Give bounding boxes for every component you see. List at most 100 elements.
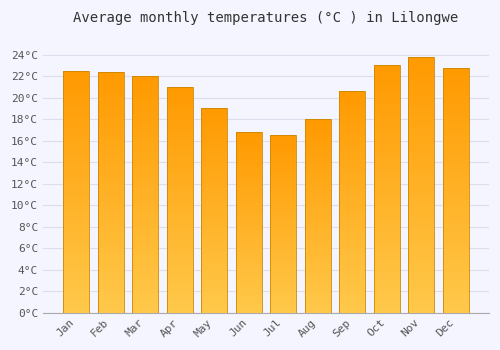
Bar xyxy=(374,266,400,268)
Bar xyxy=(270,219,296,220)
Bar xyxy=(98,86,124,89)
Bar xyxy=(201,155,227,158)
Bar xyxy=(236,273,262,275)
Bar xyxy=(408,190,434,193)
Bar xyxy=(304,233,330,235)
Bar xyxy=(408,105,434,108)
Bar xyxy=(270,272,296,274)
Bar xyxy=(63,168,89,170)
Bar xyxy=(374,268,400,271)
Bar xyxy=(270,180,296,181)
Bar xyxy=(236,293,262,295)
Bar xyxy=(304,172,330,173)
Bar xyxy=(270,160,296,162)
Bar xyxy=(63,71,89,313)
Bar xyxy=(442,158,468,161)
Bar xyxy=(270,185,296,187)
Bar xyxy=(374,246,400,248)
Bar xyxy=(339,240,365,242)
Bar xyxy=(132,175,158,178)
Bar xyxy=(201,127,227,129)
Bar xyxy=(98,265,124,267)
Bar xyxy=(132,258,158,261)
Bar xyxy=(166,159,192,161)
Bar xyxy=(442,188,468,190)
Bar xyxy=(63,83,89,85)
Bar xyxy=(270,226,296,228)
Bar xyxy=(408,67,434,70)
Bar xyxy=(408,256,434,259)
Bar xyxy=(374,68,400,70)
Bar xyxy=(132,76,158,78)
Bar xyxy=(166,258,192,261)
Bar xyxy=(339,153,365,155)
Bar xyxy=(304,216,330,218)
Bar xyxy=(98,211,124,214)
Bar xyxy=(63,245,89,247)
Bar xyxy=(132,145,158,147)
Bar xyxy=(339,226,365,229)
Bar xyxy=(166,182,192,184)
Bar xyxy=(201,188,227,190)
Bar xyxy=(339,233,365,235)
Bar xyxy=(408,123,434,126)
Bar xyxy=(304,214,330,216)
Bar xyxy=(201,153,227,155)
Bar xyxy=(98,84,124,86)
Bar xyxy=(236,239,262,240)
Bar xyxy=(304,195,330,197)
Bar xyxy=(408,64,434,67)
Bar xyxy=(408,305,434,308)
Bar xyxy=(166,245,192,247)
Bar xyxy=(201,170,227,172)
Bar xyxy=(201,298,227,300)
Bar xyxy=(270,158,296,160)
Bar xyxy=(374,295,400,298)
Bar xyxy=(270,297,296,299)
Bar xyxy=(201,264,227,266)
Bar xyxy=(304,160,330,162)
Bar xyxy=(201,223,227,225)
Bar xyxy=(236,300,262,302)
Bar xyxy=(374,209,400,211)
Bar xyxy=(442,77,468,80)
Bar xyxy=(63,163,89,165)
Bar xyxy=(201,215,227,217)
Bar xyxy=(442,68,468,70)
Bar xyxy=(304,212,330,214)
Bar xyxy=(270,275,296,277)
Bar xyxy=(304,272,330,274)
Bar xyxy=(304,291,330,293)
Bar xyxy=(201,282,227,284)
Bar xyxy=(236,141,262,143)
Bar xyxy=(339,306,365,308)
Bar xyxy=(236,170,262,172)
Bar xyxy=(98,257,124,260)
Bar xyxy=(408,70,434,72)
Bar xyxy=(442,215,468,217)
Bar xyxy=(132,112,158,114)
Bar xyxy=(63,90,89,93)
Bar xyxy=(63,230,89,233)
Bar xyxy=(236,233,262,235)
Bar xyxy=(98,207,124,209)
Bar xyxy=(63,136,89,139)
Bar xyxy=(408,269,434,272)
Bar xyxy=(442,310,468,313)
Bar xyxy=(63,274,89,276)
Bar xyxy=(374,103,400,105)
Bar xyxy=(166,290,192,292)
Bar xyxy=(63,117,89,119)
Bar xyxy=(270,148,296,149)
Bar xyxy=(236,203,262,204)
Bar xyxy=(304,119,330,121)
Bar xyxy=(63,184,89,187)
Bar xyxy=(98,252,124,255)
Bar xyxy=(270,139,296,141)
Bar xyxy=(374,280,400,283)
Bar xyxy=(236,275,262,276)
Bar xyxy=(98,185,124,188)
Bar xyxy=(132,209,158,211)
Bar xyxy=(98,132,124,134)
Bar xyxy=(201,212,227,215)
